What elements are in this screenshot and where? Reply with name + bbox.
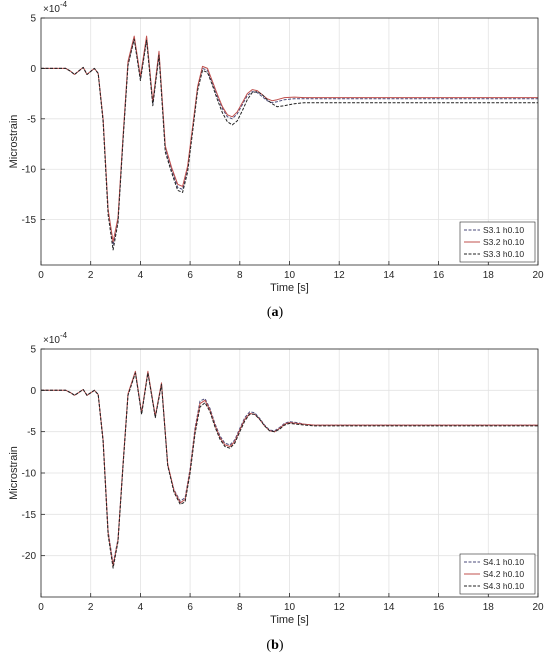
x-tick-label: 2 (88, 602, 94, 613)
legend-entry-2: S3.2 h0.10 (483, 237, 524, 247)
x-tick-label: 6 (187, 270, 193, 281)
legend-entry-1: S4.1 h0.10 (483, 557, 524, 567)
y-tick-label: -5 (27, 114, 36, 125)
y-tick-label: 5 (30, 345, 36, 356)
x-tick-label: 16 (433, 602, 445, 613)
x-tick-label: 18 (483, 602, 495, 613)
y-tick-label: 0 (30, 386, 36, 397)
exponent-base: ×10 (43, 335, 60, 346)
x-tick-label: 4 (138, 602, 144, 613)
panel-label-close: ) (279, 305, 284, 320)
series-line-3 (41, 38, 538, 251)
legend-entry-1: S3.1 h0.10 (483, 225, 524, 235)
panel-label-open: ( (266, 638, 271, 653)
chart-panel-b: 0 2 4 6 8 10 12 14 16 18 20 5 0 -5 -10 -15 -20 ×10-4 Time … (8, 331, 544, 653)
x-tick-label: 8 (237, 602, 243, 613)
panel-label-close: ) (279, 638, 284, 653)
panel-label-letter: b (271, 638, 279, 653)
series-group (41, 370, 538, 569)
x-tick-label: 0 (38, 602, 44, 613)
y-tick-label: -20 (22, 551, 37, 562)
y-tick-label: 5 (30, 14, 36, 25)
exponent-base: ×10 (43, 4, 60, 15)
y-tick-label: -15 (22, 510, 37, 521)
y-axis-label: Microstrain (8, 115, 20, 169)
x-tick-label: 12 (334, 270, 346, 281)
x-axis-label: Time [s] (270, 614, 309, 626)
x-tick-label: 16 (433, 270, 445, 281)
x-axis-label: Time [s] (270, 282, 309, 294)
legend: S3.1 h0.10 S3.2 h0.10 S3.3 h0.10 (459, 221, 536, 263)
x-tick-label: 2 (88, 270, 94, 281)
y-exponent-label: ×10-4 (43, 331, 68, 346)
x-tick-label: 14 (383, 602, 395, 613)
x-tick-label: 12 (334, 602, 346, 613)
x-tick-label: 8 (237, 270, 243, 281)
series-line-3 (41, 372, 538, 569)
y-axis-label: Microstrain (8, 446, 20, 500)
x-tick-label: 18 (483, 270, 495, 281)
y-tick-label: -15 (22, 215, 37, 226)
x-tick-label: 10 (284, 270, 296, 281)
legend: S4.1 h0.10 S4.2 h0.10 S4.3 h0.10 (459, 553, 536, 595)
legend-entry-3: S4.3 h0.10 (483, 581, 524, 591)
panel-label-open: ( (267, 305, 272, 320)
y-tick-label: -10 (22, 165, 37, 176)
exponent-power: -4 (60, 331, 68, 340)
y-tick-label: 0 (30, 64, 36, 75)
exponent-power: -4 (60, 0, 68, 9)
y-exponent-label: ×10-4 (43, 0, 68, 15)
x-tick-label: 10 (284, 602, 296, 613)
panel-label: (b) (266, 638, 283, 653)
chart-panel-a: 0 2 4 6 8 10 12 14 16 18 20 5 0 -5 -10 -15 ×10-4 Time [s]… (8, 0, 544, 320)
x-tick-label: 4 (138, 270, 144, 281)
panel-label-letter: a (272, 305, 279, 320)
y-tick-label: -10 (22, 469, 37, 480)
y-tick-label: -5 (27, 427, 36, 438)
series-group (41, 35, 538, 251)
x-tick-label: 6 (187, 602, 193, 613)
x-tick-label: 14 (383, 270, 395, 281)
panel-label: (a) (267, 305, 284, 320)
legend-entry-2: S4.2 h0.10 (483, 569, 524, 579)
x-tick-label: 0 (38, 270, 44, 281)
legend-entry-3: S3.3 h0.10 (483, 249, 524, 259)
x-tick-label: 20 (532, 270, 544, 281)
x-tick-label: 20 (532, 602, 544, 613)
